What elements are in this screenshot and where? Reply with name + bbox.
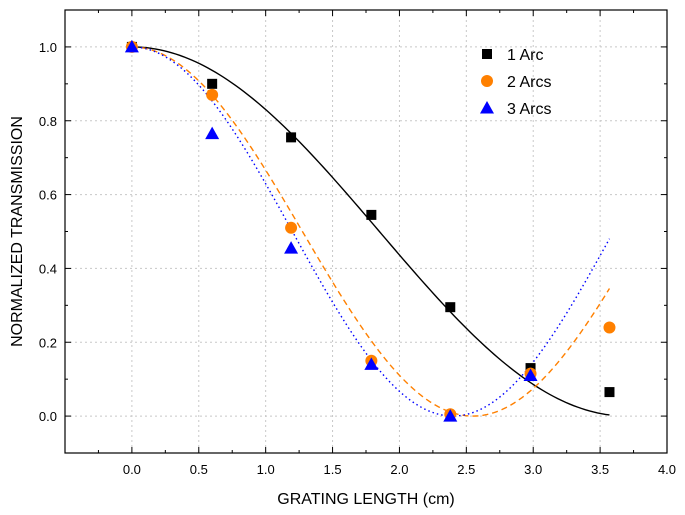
y-tick-label: 0.4 bbox=[39, 261, 57, 276]
y-tick-label: 0.6 bbox=[39, 188, 57, 203]
data-point-1-arc bbox=[366, 209, 377, 220]
data-point-3-arcs bbox=[205, 126, 220, 140]
x-tick-label: 2.5 bbox=[457, 462, 475, 477]
legend-marker-1-arc bbox=[482, 49, 492, 59]
y-tick-label: 0.8 bbox=[39, 114, 57, 129]
x-tick-label: 2.0 bbox=[390, 462, 408, 477]
y-tick-label: 0.0 bbox=[39, 409, 57, 424]
x-tick-label: 3.5 bbox=[591, 462, 609, 477]
x-axis-title: GRATING LENGTH (cm) bbox=[277, 491, 454, 508]
legend: 1 Arc 2 Arcs 3 Arcs bbox=[480, 47, 551, 118]
x-tick-label: 0.5 bbox=[190, 462, 208, 477]
fit-curve-1-arc bbox=[131, 46, 610, 416]
data-point-1-arc bbox=[445, 302, 456, 313]
data-point-1-arc bbox=[604, 387, 615, 398]
x-tick-label: 1.5 bbox=[324, 462, 342, 477]
y-tick-label: 0.2 bbox=[39, 335, 57, 350]
data-point-1-arc bbox=[286, 132, 297, 143]
y-tick-label: 1.0 bbox=[39, 40, 57, 55]
legend-label: 3 Arcs bbox=[507, 101, 551, 118]
data-point-3-arcs bbox=[284, 241, 299, 254]
data-point-2-arcs bbox=[206, 88, 219, 101]
legend-marker-3-arcs bbox=[480, 101, 494, 114]
data-point-3-arcs bbox=[364, 357, 379, 370]
plot-frame bbox=[64, 9, 668, 454]
x-tick-label: 3.0 bbox=[524, 462, 542, 477]
x-tick-label: 4.0 bbox=[658, 462, 676, 477]
data-point-3-arcs bbox=[124, 39, 139, 53]
grid bbox=[65, 10, 668, 453]
data-point-3-arcs bbox=[443, 409, 458, 422]
x-tick-label: 1.0 bbox=[257, 462, 275, 477]
data-point-2-arcs bbox=[603, 321, 616, 334]
y-axis-title: NORMALIZED TRANSMISSION bbox=[9, 116, 26, 347]
axis-ticks: 0.0 0.5 1.0 1.5 2.0 2.5 3.0 3.5 4.0 0.0 0.2 0.4 0.6 0… bbox=[39, 9, 676, 477]
data-point-1-arc bbox=[207, 78, 218, 89]
data-markers bbox=[124, 39, 616, 422]
legend-marker-2-arcs bbox=[481, 75, 493, 87]
legend-label: 1 Arc bbox=[507, 47, 543, 64]
data-point-2-arcs bbox=[285, 221, 298, 234]
legend-label: 2 Arcs bbox=[507, 74, 551, 91]
data-point-3-arcs bbox=[523, 368, 538, 381]
x-tick-label: 0.0 bbox=[123, 462, 141, 477]
